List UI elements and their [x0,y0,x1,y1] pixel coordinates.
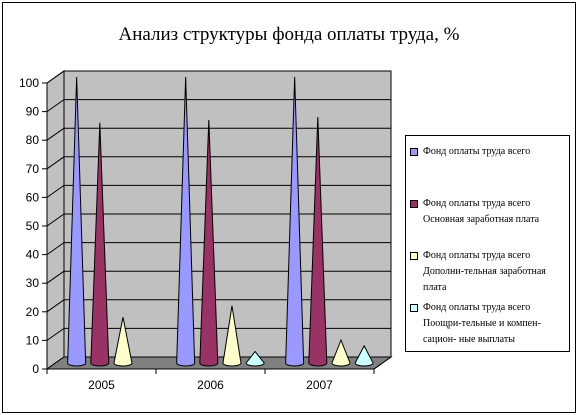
legend-swatch [410,252,418,260]
legend-label: плата [423,282,447,293]
cone-bar [354,344,374,367]
cone-bar [113,317,133,367]
gridline-side [46,299,65,313]
x-tick-label: 2007 [306,378,333,392]
legend-item: Фонд оплаты труда всего Дополни-тельная з… [410,248,566,296]
gridline-side [46,99,65,113]
cone-bar [90,122,110,367]
legend-item: Фонд оплаты труда всего [410,144,566,160]
legend-label: Основная заработная плата [423,214,540,225]
legend-label: Поощри-тельные и компен- [423,318,541,329]
cone-bar [308,117,328,367]
gridline-side [46,156,65,170]
y-tick-label: 30 [26,276,40,290]
cone-bar [199,119,219,367]
cone-bar [222,305,242,367]
cone-bar [331,338,351,367]
legend-label: Дополни-тельная заработная [423,266,546,277]
legend-swatch [410,200,418,208]
y-tick-label: 20 [26,305,40,319]
x-axis-depth [373,356,392,370]
x-tick-label: 2005 [88,378,115,392]
cone-bar [285,76,305,367]
legend-label: Фонд оплаты труда всего [423,146,531,157]
legend-swatch [410,148,418,156]
gridline-side [46,127,65,141]
legend-item: Фонд оплаты труда всего Основная заработн… [410,196,566,228]
cone-bar [176,76,196,367]
y-tick-label: 0 [32,362,39,376]
legend-swatch [410,304,418,312]
x-tick-label: 2006 [197,378,224,392]
gridline-side [46,270,65,284]
cone-bar [245,350,265,367]
y-tick-label: 70 [26,162,40,176]
legend-label: Фонд оплаты труда всего [423,250,531,261]
y-tick-label: 90 [26,105,40,119]
legend: Фонд оплаты труда всего Фонд оплаты труда… [405,135,570,352]
gridline-side [46,70,65,84]
chart-title: Анализ структуры фонда оплаты труда, % [118,24,460,45]
y-tick-label: 10 [26,333,40,347]
legend-label: сацион- ные выплаты [423,334,515,345]
gridline-side [46,242,65,256]
legend-label: Фонд оплаты труда всего [423,302,531,313]
y-tick-label: 80 [26,133,40,147]
gridline-side [46,327,65,341]
legend-item: Фонд оплаты труда всего Поощри-тельные и … [410,300,566,348]
legend-label: Фонд оплаты труда всего [423,198,531,209]
y-tick-label: 100 [19,76,39,90]
y-tick-label: 50 [26,219,40,233]
gridline-side [46,184,65,198]
y-tick-label: 40 [26,248,40,262]
cone-bar [67,76,87,367]
gridline-side [46,213,65,227]
y-tick-label: 60 [26,190,40,204]
